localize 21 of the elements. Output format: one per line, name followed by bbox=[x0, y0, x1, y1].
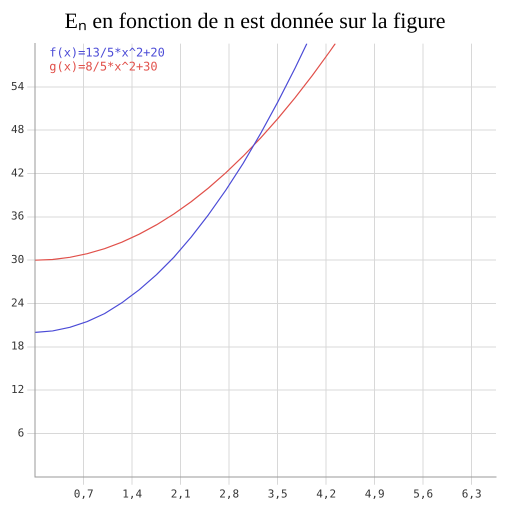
text: g(x)=8/5*x^2+30 bbox=[49, 60, 158, 74]
x-tick-label: 6,3 bbox=[462, 487, 482, 500]
y-tick-label: 18 bbox=[10, 340, 24, 353]
text: Eₙ en fonction de n est donnée sur la figure bbox=[63, 8, 447, 34]
x-tick-label: 3,5 bbox=[268, 487, 288, 500]
y-tick-label: 24 bbox=[10, 296, 25, 310]
text: f(x)=13/5*x^2+20 bbox=[49, 46, 165, 60]
x-tick-label: 5,6 bbox=[413, 487, 434, 500]
x-tick-label: 1,4 bbox=[122, 487, 143, 500]
y-tick-label: 54 bbox=[10, 80, 25, 93]
y-tick-label: 6 bbox=[18, 426, 24, 440]
y-tick-label: 30 bbox=[10, 253, 24, 266]
x-tick-label: 0,7 bbox=[74, 487, 94, 500]
x-tick-label: 4,2 bbox=[316, 487, 336, 500]
y-tick-label: 12 bbox=[10, 383, 24, 396]
x-tick-label: 2,1 bbox=[170, 487, 191, 500]
y-tick-label: 42 bbox=[10, 166, 24, 180]
y-tick-label: 36 bbox=[10, 210, 24, 223]
x-tick-label: 4,9 bbox=[364, 487, 385, 500]
y-tick-label: 48 bbox=[10, 123, 24, 136]
x-tick-label: 2,8 bbox=[219, 487, 240, 500]
